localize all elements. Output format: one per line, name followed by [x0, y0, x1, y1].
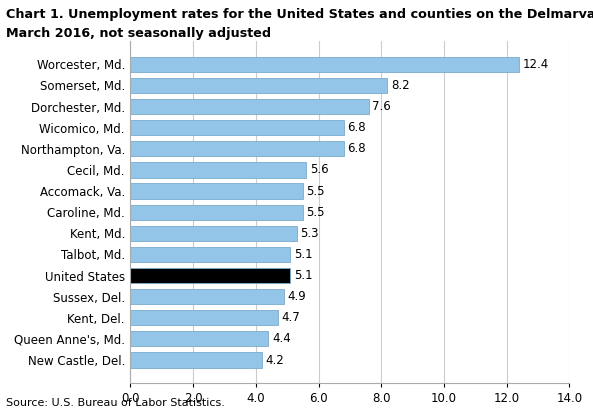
Text: 5.6: 5.6 — [310, 164, 329, 176]
Bar — [130, 247, 291, 262]
Bar — [130, 162, 306, 178]
Text: 5.3: 5.3 — [300, 227, 319, 240]
Text: 6.8: 6.8 — [347, 142, 366, 155]
Bar — [130, 226, 296, 241]
Text: 4.7: 4.7 — [282, 311, 300, 324]
Bar — [130, 310, 278, 325]
X-axis label: Percent: Percent — [327, 411, 372, 412]
Bar — [130, 205, 303, 220]
Bar — [130, 141, 343, 157]
Text: 5.5: 5.5 — [307, 206, 325, 219]
Bar — [130, 99, 369, 114]
Text: 6.8: 6.8 — [347, 121, 366, 134]
Bar — [130, 78, 387, 93]
Text: 5.5: 5.5 — [307, 185, 325, 198]
Text: Source: U.S. Bureau of Labor Statistics.: Source: U.S. Bureau of Labor Statistics. — [6, 398, 225, 408]
Bar — [130, 183, 303, 199]
Text: 4.4: 4.4 — [272, 332, 291, 345]
Text: 4.9: 4.9 — [288, 290, 307, 303]
Text: 8.2: 8.2 — [391, 79, 410, 92]
Bar — [130, 331, 269, 346]
Text: 5.1: 5.1 — [294, 269, 313, 282]
Bar — [130, 120, 343, 135]
Text: 4.2: 4.2 — [266, 353, 285, 367]
Text: March 2016, not seasonally adjusted: March 2016, not seasonally adjusted — [6, 27, 271, 40]
Bar — [130, 352, 262, 368]
Text: 12.4: 12.4 — [523, 58, 549, 71]
Text: Chart 1. Unemployment rates for the United States and counties on the Delmarva P: Chart 1. Unemployment rates for the Unit… — [6, 8, 593, 21]
Bar — [130, 57, 519, 72]
Bar — [130, 268, 291, 283]
Text: 5.1: 5.1 — [294, 248, 313, 261]
Text: 7.6: 7.6 — [372, 100, 391, 113]
Bar — [130, 289, 284, 304]
